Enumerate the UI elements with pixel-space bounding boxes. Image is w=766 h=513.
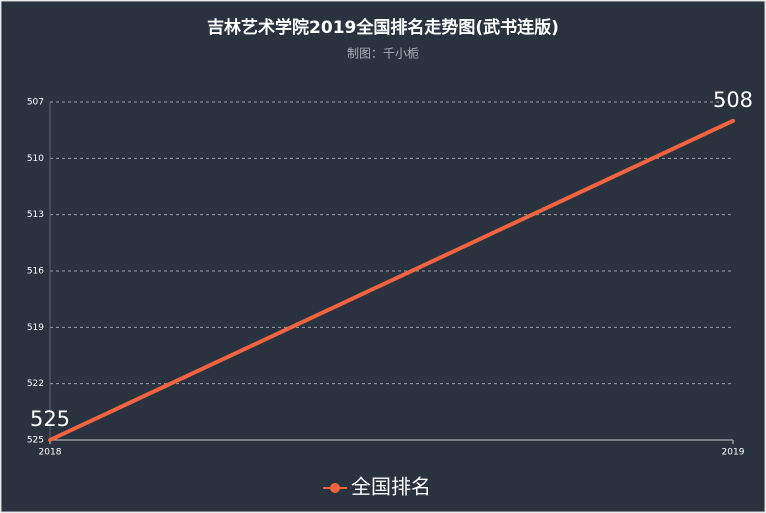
- y-tick-label: 525: [27, 436, 44, 446]
- y-tick-label: 516: [27, 267, 44, 277]
- x-tick-label: 2018: [39, 448, 62, 458]
- line: [48, 118, 735, 442]
- y-tick-label: 513: [27, 210, 44, 220]
- data-label: 525: [30, 407, 70, 431]
- y-tick-label: 507: [27, 98, 44, 108]
- x-tick-label: 2019: [722, 448, 745, 458]
- y-tick-label: 522: [27, 379, 44, 389]
- legend-marker: [330, 483, 340, 493]
- y-tick-label: 510: [27, 154, 44, 164]
- data-label: 508: [713, 88, 753, 112]
- y-tick-label: 519: [27, 323, 44, 333]
- legend-label: 全国排名: [351, 475, 431, 499]
- chart-subtitle: 制图：千小栀: [347, 47, 419, 61]
- chart-title: 吉林艺术学院2019全国排名走势图(武书连版): [207, 17, 559, 38]
